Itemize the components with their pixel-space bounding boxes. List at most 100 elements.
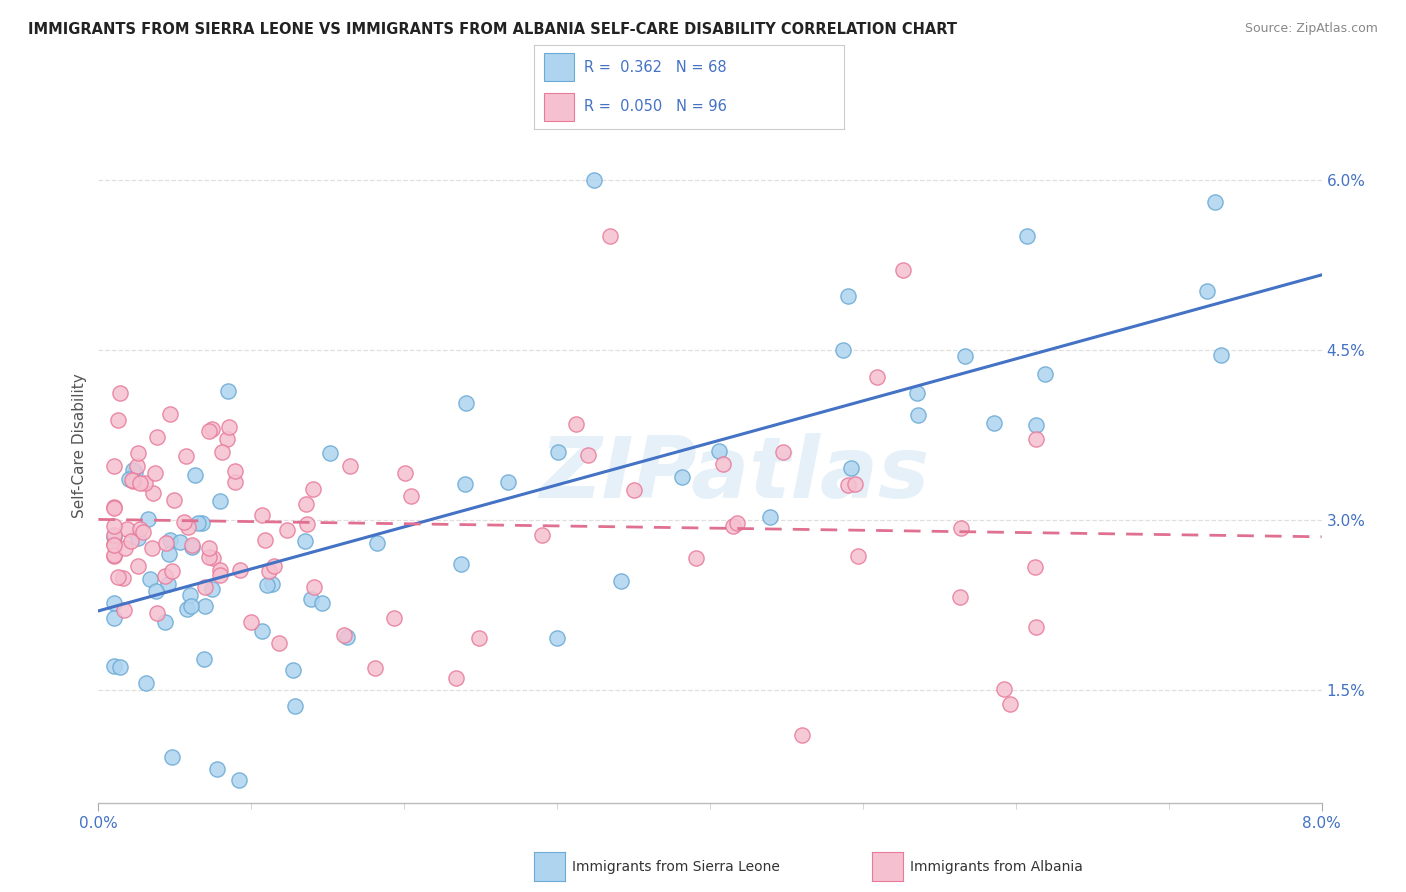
Point xyxy=(127,558,149,573)
Point xyxy=(565,417,588,431)
Text: ZIPatlas: ZIPatlas xyxy=(540,433,929,516)
Point xyxy=(129,522,152,536)
Text: IMMIGRANTS FROM SIERRA LEONE VS IMMIGRANTS FROM ALBANIA SELF-CARE DISABILITY COR: IMMIGRANTS FROM SIERRA LEONE VS IMMIGRAN… xyxy=(28,22,957,37)
Point xyxy=(263,559,285,574)
Point xyxy=(132,524,155,539)
Point xyxy=(142,485,165,500)
Text: Immigrants from Sierra Leone: Immigrants from Sierra Leone xyxy=(572,860,780,873)
Point xyxy=(239,615,262,630)
Point xyxy=(907,408,929,422)
Text: Source: ZipAtlas.com: Source: ZipAtlas.com xyxy=(1244,22,1378,36)
Point xyxy=(250,624,273,638)
Point xyxy=(1204,195,1226,210)
Point xyxy=(179,588,201,602)
Point xyxy=(201,582,224,597)
Point xyxy=(846,549,869,563)
Point xyxy=(121,473,143,487)
Point xyxy=(284,699,307,714)
Point xyxy=(122,463,145,477)
Point xyxy=(103,659,125,673)
Point xyxy=(254,533,277,547)
Point xyxy=(114,541,136,555)
Point xyxy=(103,611,125,625)
Point xyxy=(228,773,250,788)
Point xyxy=(127,446,149,460)
Point xyxy=(208,567,231,582)
Point xyxy=(382,611,405,625)
Point xyxy=(891,263,914,277)
Point xyxy=(145,583,167,598)
Point xyxy=(208,494,231,508)
Text: Immigrants from Albania: Immigrants from Albania xyxy=(910,860,1083,873)
Point xyxy=(1015,229,1038,244)
Point xyxy=(721,519,744,533)
Point xyxy=(176,601,198,615)
Point xyxy=(103,459,125,474)
Point xyxy=(844,476,866,491)
Point xyxy=(547,445,569,459)
Point xyxy=(163,493,186,508)
Point xyxy=(311,596,333,610)
Point xyxy=(143,467,166,481)
Point xyxy=(267,636,290,650)
Point xyxy=(103,537,125,551)
Point xyxy=(953,349,976,363)
Point xyxy=(111,571,134,585)
Point xyxy=(366,536,388,550)
Point xyxy=(450,557,472,571)
Point xyxy=(141,541,163,556)
Point xyxy=(993,682,1015,697)
Point xyxy=(194,599,217,613)
Point xyxy=(157,577,180,591)
Point xyxy=(200,421,222,435)
Point xyxy=(218,420,240,434)
Point xyxy=(120,533,142,548)
Point xyxy=(983,416,1005,430)
Point xyxy=(103,527,125,541)
Point xyxy=(302,482,325,496)
Point xyxy=(193,651,215,665)
Point xyxy=(333,628,356,642)
Point xyxy=(208,562,231,576)
Point xyxy=(110,660,132,674)
Point xyxy=(103,548,125,562)
Point xyxy=(582,173,605,187)
Point xyxy=(124,465,146,479)
Point xyxy=(276,523,298,537)
Point xyxy=(122,474,145,488)
Point xyxy=(281,663,304,677)
Point xyxy=(250,508,273,522)
Point xyxy=(103,549,125,563)
Point xyxy=(180,599,202,613)
Text: R =  0.050   N = 96: R = 0.050 N = 96 xyxy=(583,99,727,114)
Point xyxy=(302,580,325,594)
Point xyxy=(157,547,180,561)
Point xyxy=(531,527,554,541)
Point xyxy=(228,563,250,577)
Text: R =  0.362   N = 68: R = 0.362 N = 68 xyxy=(583,60,727,75)
Point xyxy=(202,551,225,566)
Point xyxy=(905,386,928,401)
Point xyxy=(146,430,169,444)
Point xyxy=(837,289,859,303)
Point xyxy=(169,535,191,549)
Point xyxy=(115,522,138,536)
Point xyxy=(257,564,280,578)
Point xyxy=(153,615,176,629)
Point xyxy=(211,445,233,459)
Point xyxy=(198,550,221,565)
Point xyxy=(831,343,853,357)
Point xyxy=(181,540,204,554)
Point xyxy=(711,457,734,471)
Point xyxy=(187,516,209,531)
Point xyxy=(262,577,284,591)
Point xyxy=(190,516,212,530)
Point xyxy=(454,396,477,410)
Point xyxy=(1033,367,1056,381)
Point xyxy=(145,606,167,620)
Point xyxy=(707,443,730,458)
Point xyxy=(194,580,217,594)
Point xyxy=(297,516,319,531)
Point xyxy=(129,475,152,490)
Point xyxy=(159,408,181,422)
